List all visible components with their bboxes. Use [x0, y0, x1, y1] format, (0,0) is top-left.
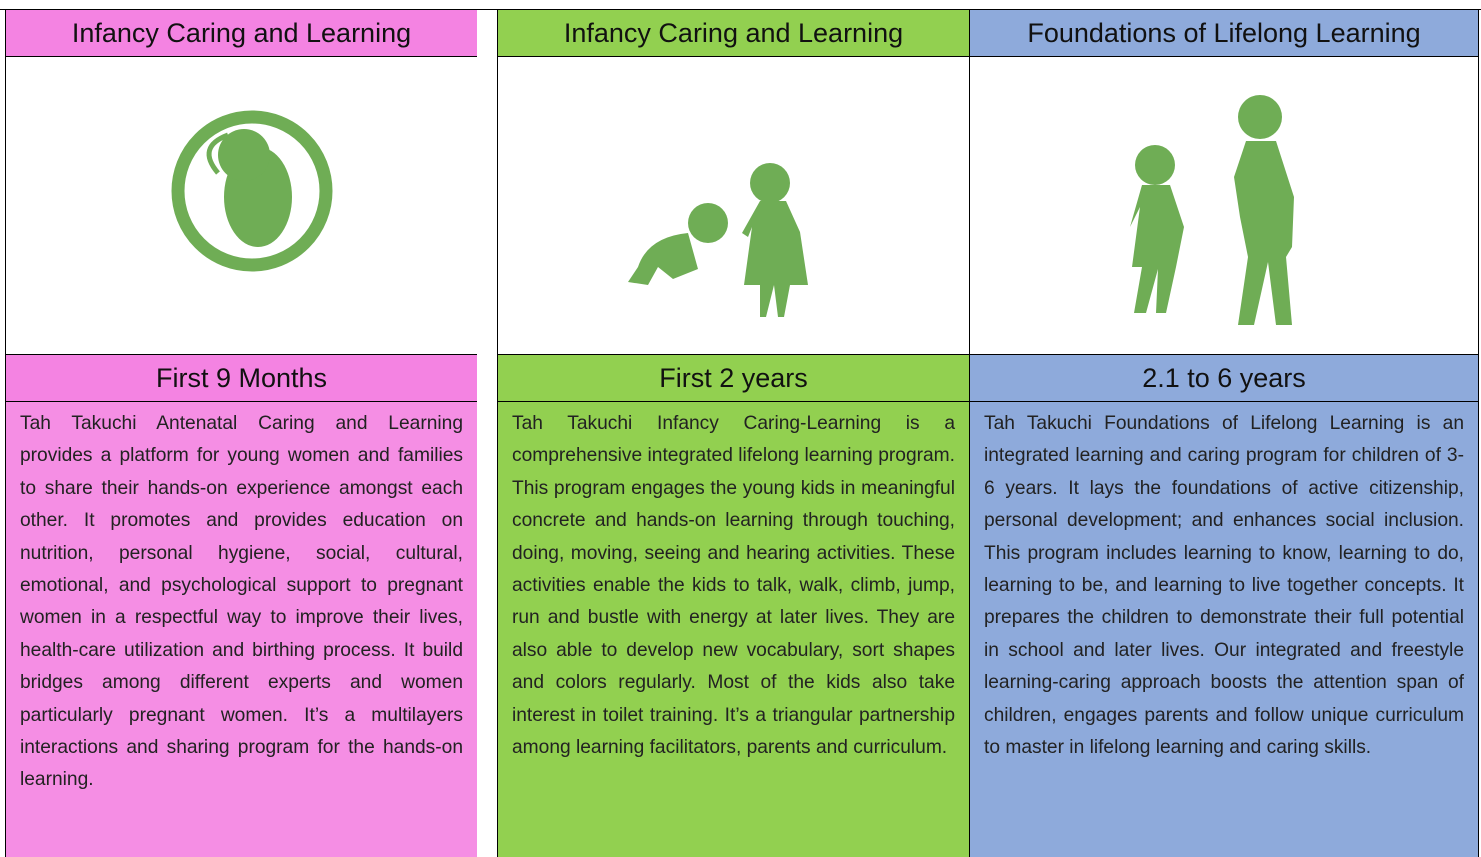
- column-period: First 9 Months: [6, 355, 477, 402]
- column-text: Tah Takuchi Infancy Caring-Learning is a…: [498, 402, 969, 857]
- column: Foundations of Lifelong Learning 2.1 to …: [969, 10, 1479, 857]
- icon-cell: [6, 57, 477, 355]
- column-text: Tah Takuchi Antenatal Caring and Learnin…: [6, 402, 477, 857]
- children-icon: [628, 163, 808, 317]
- column: Infancy Caring and Learning First 2 year…: [497, 10, 969, 857]
- column-text: Tah Takuchi Foundations of Lifelong Lear…: [970, 402, 1478, 857]
- fetus-icon: [171, 110, 333, 272]
- children-icon: [1130, 95, 1294, 325]
- icon-cell: [498, 57, 969, 355]
- column-period: First 2 years: [498, 355, 969, 402]
- column-title: Infancy Caring and Learning: [498, 10, 969, 57]
- column: Infancy Caring and Learning First 9 Mont…: [5, 10, 477, 857]
- column-title: Infancy Caring and Learning: [6, 10, 477, 57]
- top-border: [0, 0, 1481, 10]
- icon-cell: [970, 57, 1478, 355]
- column-period: 2.1 to 6 years: [970, 355, 1478, 402]
- column-title: Foundations of Lifelong Learning: [970, 10, 1478, 57]
